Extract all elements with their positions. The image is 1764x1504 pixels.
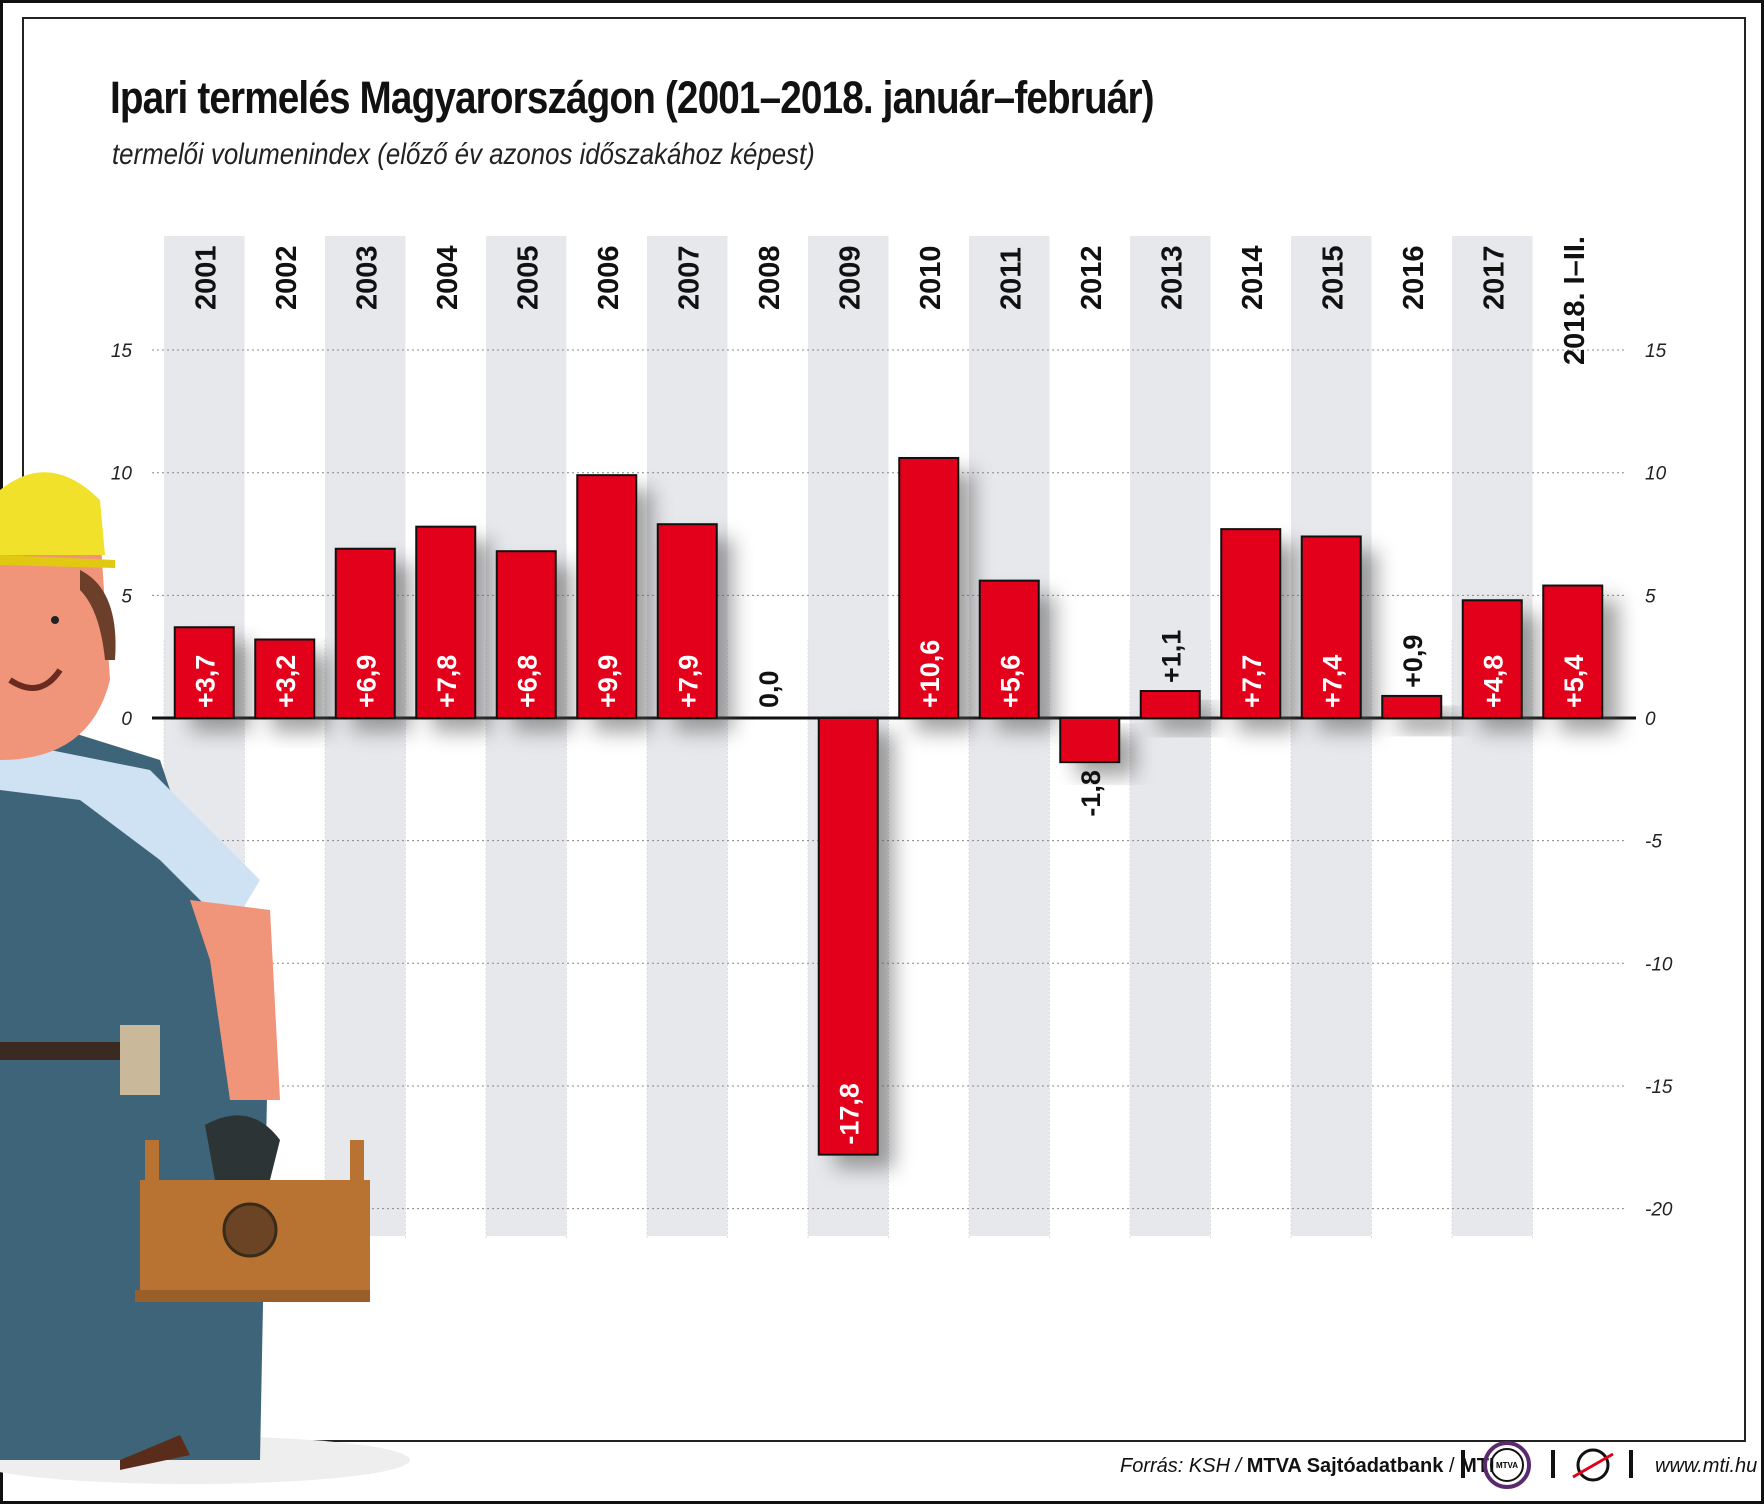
y-tick-right: 10 (1645, 464, 1667, 485)
bar (656, 523, 718, 720)
data-label: -1,8 (1076, 770, 1106, 817)
year-label: 2006 (593, 245, 625, 310)
chart-subtitle: termelői volumenindex (előző év azonos i… (112, 138, 815, 171)
year-label: 2009 (834, 245, 866, 310)
year-label: 2012 (1076, 245, 1108, 310)
source-sep: / (1443, 1455, 1461, 1477)
data-label: +6,9 (351, 655, 381, 708)
data-label: +6,8 (512, 655, 542, 708)
source-line: Forrás: KSH / MTVA Sajtóadatbank / MTI (1120, 1455, 1495, 1478)
data-label: +7,4 (1317, 655, 1347, 708)
y-tick-right: -5 (1645, 832, 1662, 853)
year-label: 2010 (915, 245, 947, 310)
column-band (1291, 236, 1372, 1236)
bar (495, 550, 557, 719)
y-tick-left: 5 (121, 586, 132, 607)
bar (1300, 535, 1362, 720)
data-label: +7,8 (432, 655, 462, 708)
data-label: +5,4 (1559, 655, 1589, 708)
bar (1381, 694, 1443, 719)
mti-logo (1576, 1448, 1610, 1482)
bar (576, 474, 638, 720)
year-label: 2002 (271, 245, 303, 310)
data-label: 0,0 (754, 670, 784, 708)
column-band (1130, 236, 1211, 1236)
y-tick-right: -10 (1645, 954, 1673, 975)
bar (817, 717, 879, 1156)
year-label: 2008 (754, 245, 786, 310)
mtva-logo (1483, 1441, 1531, 1489)
bar (1220, 528, 1282, 720)
y-tick-right: -20 (1645, 1200, 1673, 1221)
y-tick-right: 5 (1645, 586, 1656, 607)
source-bold: MTVA Sajtóadatbank (1246, 1455, 1444, 1477)
bar (898, 456, 960, 719)
bar (254, 638, 316, 720)
data-label: +0,9 (1398, 635, 1428, 688)
data-label: +9,9 (593, 655, 623, 708)
bar (978, 579, 1040, 720)
year-label: 2003 (351, 245, 383, 310)
year-label: 2014 (1237, 245, 1269, 310)
column-band (969, 236, 1050, 1236)
column-band (647, 236, 728, 1236)
data-label: +3,2 (271, 655, 301, 708)
year-label: 2004 (432, 245, 464, 310)
bar (1139, 690, 1201, 720)
bar (1059, 717, 1121, 764)
bar (1461, 599, 1523, 719)
bar (1542, 584, 1604, 720)
year-label: 2001 (190, 245, 222, 310)
data-label: +4,8 (1478, 655, 1508, 708)
data-label: +3,7 (190, 655, 220, 708)
divider (1461, 1450, 1465, 1478)
y-tick-right: -15 (1645, 1077, 1673, 1098)
bar (173, 626, 235, 720)
data-label: +7,9 (673, 655, 703, 708)
data-label: +5,6 (995, 655, 1025, 708)
mtva-logo-text: MTVA (1496, 1461, 1518, 1470)
y-tick-right: 15 (1645, 341, 1667, 362)
y-tick-right: 0 (1645, 709, 1656, 730)
data-label: -17,8 (834, 1083, 864, 1145)
worker-illustration (0, 472, 410, 1484)
y-tick-left: 15 (111, 341, 133, 362)
y-tick-left: 10 (111, 464, 133, 485)
year-label: 2007 (673, 245, 705, 310)
data-label: +10,6 (915, 640, 945, 708)
logos: MTVA (1461, 1441, 1633, 1489)
y-tick-left: 0 (121, 709, 132, 730)
chart-title: Ipari termelés Magyarországon (2001–2018… (110, 72, 1155, 123)
column-band (486, 236, 567, 1236)
year-label: 2016 (1398, 245, 1430, 310)
column-band (1452, 236, 1533, 1236)
year-label: 2015 (1317, 245, 1349, 310)
year-label: 2013 (1156, 245, 1188, 310)
source-prefix: Forrás: KSH / (1120, 1455, 1247, 1477)
bar (334, 547, 396, 719)
bar (415, 525, 477, 720)
year-label: 2011 (995, 247, 1027, 310)
data-label: +1,1 (1156, 630, 1186, 683)
year-label: 2018. I–II. (1559, 236, 1591, 365)
website-url: www.mti.hu (1655, 1455, 1758, 1477)
year-label: 2005 (512, 245, 544, 310)
data-label: +7,7 (1237, 655, 1267, 708)
column-band (325, 236, 406, 1236)
year-label: 2017 (1478, 245, 1510, 310)
